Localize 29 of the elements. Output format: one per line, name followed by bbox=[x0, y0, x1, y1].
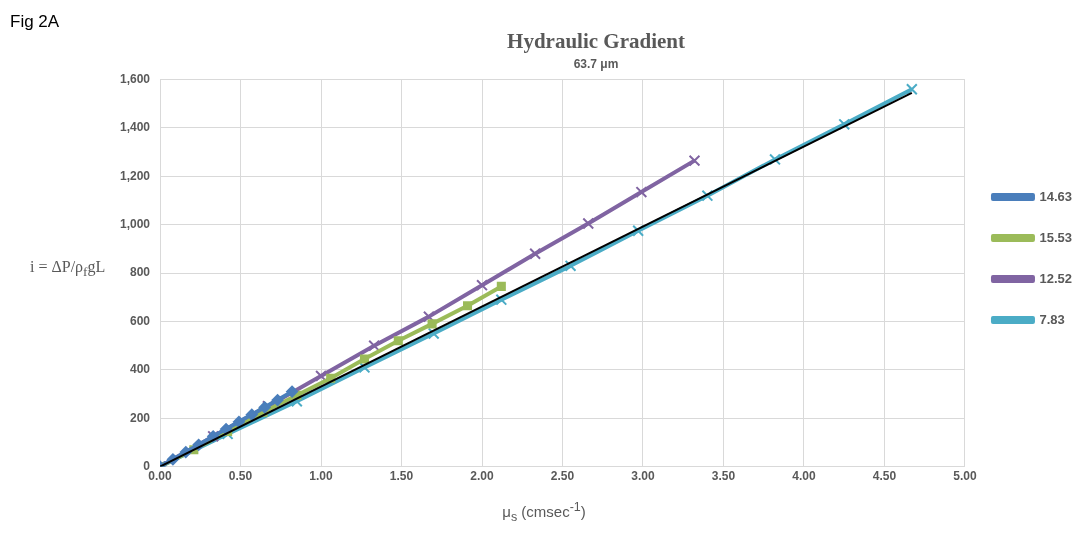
x-tick-label: 1.50 bbox=[389, 469, 414, 484]
y-tick-label: 0 bbox=[143, 458, 151, 473]
x-tick-label: 4.50 bbox=[872, 469, 897, 484]
x-tick-label: 2.50 bbox=[550, 469, 575, 484]
x-tick-label: 3.50 bbox=[711, 469, 736, 484]
caption: Fig 2A bbox=[10, 12, 60, 32]
legend-label: 15.53 bbox=[1039, 229, 1073, 245]
x-axis-title: μ$_{s}$ (cmsec$^{-1}$) bbox=[501, 500, 587, 524]
x-tick-label: 2.00 bbox=[470, 469, 495, 484]
y-tick-label: 400 bbox=[130, 362, 151, 377]
x-tick-label: 0.00 bbox=[148, 469, 173, 484]
y-tick-label: 800 bbox=[130, 265, 151, 280]
legend-label: 14.63 bbox=[1039, 188, 1073, 204]
chart-subtitle: 63.7 μm bbox=[573, 56, 619, 71]
x-tick-label: 4.00 bbox=[792, 469, 816, 484]
y-tick-label: 200 bbox=[130, 410, 151, 425]
y-tick-label: 600 bbox=[130, 313, 151, 328]
legend-label: 12.52 bbox=[1039, 270, 1073, 286]
legend-label: 7.83 bbox=[1039, 311, 1065, 327]
y-tick-label: 1,600 bbox=[120, 71, 151, 86]
y-tick-label: 1,200 bbox=[120, 168, 151, 183]
y-tick-label: 1,000 bbox=[120, 217, 151, 232]
x-tick-label: 3.00 bbox=[631, 469, 655, 484]
y-axis-title: i = ΔP/ρ$_{f}$gL bbox=[30, 258, 106, 281]
x-tick-label: 0.50 bbox=[228, 469, 253, 484]
chart-title: Hydraulic Gradient bbox=[507, 29, 685, 54]
y-tick-label: 1,400 bbox=[120, 120, 151, 135]
x-tick-label: 5.00 bbox=[953, 469, 977, 484]
x-tick-label: 1.00 bbox=[309, 469, 334, 484]
